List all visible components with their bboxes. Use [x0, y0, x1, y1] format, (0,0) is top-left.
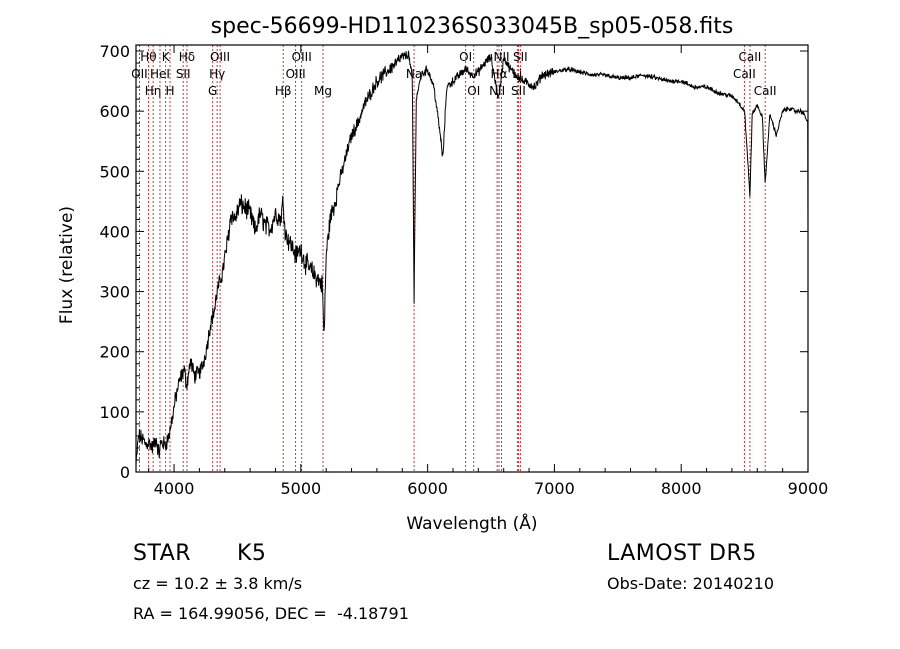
spectrum-series-line [135, 50, 809, 466]
x-tick-label-1: 5000 [280, 479, 321, 498]
observation-date: Obs-Date: 20140210 [607, 574, 775, 593]
plot-frame [135, 44, 809, 473]
line-label-9: Hγ [209, 67, 225, 81]
y-axis-ticks: 0 100 200 300 400 500 600 700 [99, 42, 808, 482]
line-label-25: CaII [739, 50, 762, 64]
spectral-line-labels: OII Hθ Hη HeI K H Hδ SII G Hγ OIII Hβ OIII OIII Mg Na OI… [131, 50, 776, 98]
line-label-1: Hθ [140, 50, 156, 64]
line-label-16: OI [459, 50, 472, 64]
y-tick-label-7: 700 [99, 42, 130, 61]
x-tick-label-2: 6000 [407, 479, 448, 498]
line-label-2: Hη [145, 84, 162, 98]
line-label-12: OIII [286, 67, 306, 81]
line-label-17: OI [467, 84, 480, 98]
line-label-10: OIII [210, 50, 230, 64]
redshift-velocity: cz = 10.2 ± 3.8 km/s [133, 574, 303, 593]
x-tick-label-3: 7000 [534, 479, 575, 498]
line-label-0: OII [131, 67, 148, 81]
line-label-13: OIII [292, 50, 312, 64]
line-label-26: CaII [754, 84, 777, 98]
coordinates: RA = 164.99056, DEC = -4.18791 [133, 604, 409, 623]
x-tick-label-5: 9000 [788, 479, 829, 498]
line-label-24: CaII [733, 67, 756, 81]
line-label-4: K [162, 50, 171, 64]
y-tick-label-6: 600 [99, 102, 130, 121]
y-tick-label-2: 200 [99, 343, 130, 362]
object-subclass: K5 [237, 541, 267, 566]
line-label-22: SII [511, 84, 526, 98]
x-axis-label: Wavelength (Å) [406, 512, 537, 534]
line-label-21: Li [512, 67, 522, 81]
line-label-6: Hδ [179, 50, 195, 64]
line-label-11: Hβ [275, 84, 292, 98]
y-axis-label: Flux (relative) [57, 206, 77, 324]
line-label-5: H [165, 84, 174, 98]
object-class: STAR [133, 541, 192, 566]
chart-title: spec-56699-HD110236S033045B_sp05-058.fit… [211, 14, 734, 39]
line-label-20: NII [494, 50, 510, 64]
line-label-8: G [208, 84, 217, 98]
y-tick-label-1: 100 [99, 403, 130, 422]
y-tick-label-3: 300 [99, 283, 130, 302]
line-label-15: Na [406, 67, 422, 81]
x-tick-label-0: 4000 [154, 479, 195, 498]
y-tick-label-4: 400 [99, 222, 130, 241]
survey-name: LAMOST DR5 [607, 541, 757, 566]
line-label-14: Mg [314, 84, 332, 98]
line-label-23: SII [513, 50, 528, 64]
x-tick-label-4: 8000 [661, 479, 702, 498]
line-label-7: SII [176, 67, 191, 81]
x-axis-ticks: 4000 5000 6000 7000 8000 9000 [148, 45, 829, 498]
line-label-3: HeI [150, 67, 170, 81]
spectral-line-markers [139, 45, 766, 472]
y-tick-label-0: 0 [120, 463, 130, 482]
y-tick-label-5: 500 [99, 162, 130, 181]
